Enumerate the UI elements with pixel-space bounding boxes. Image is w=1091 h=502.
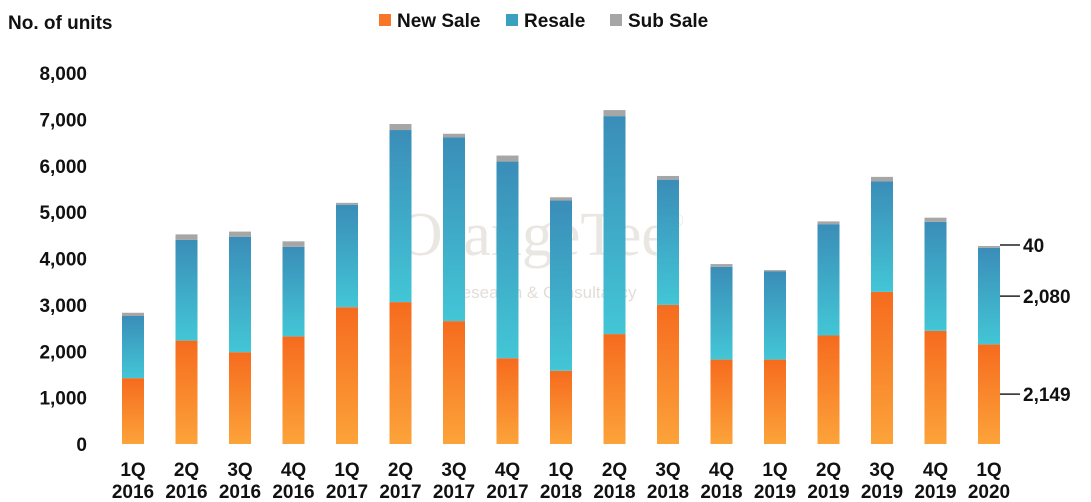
y-axis-title: No. of units <box>8 13 112 34</box>
bar-segment-new-sale <box>657 304 679 444</box>
y-tick-label: 7,000 <box>39 110 87 131</box>
bar-segment-new-sale <box>603 334 626 444</box>
bar-segment-sub-sale <box>122 312 144 317</box>
bar-segment-new-sale <box>229 352 251 444</box>
x-tick-label: 4Q 2019 <box>914 460 956 502</box>
bar-segment-new-sale <box>978 344 1000 444</box>
y-axis-ticks: 0 1,000 2,000 3,000 4,000 5,000 6,000 7,000 8,00… <box>39 64 87 456</box>
legend-label-resale: Resale <box>524 11 585 32</box>
y-tick-label: 8,000 <box>39 64 87 85</box>
x-tick-label: 1Q 2016 <box>112 460 154 502</box>
bar-segment-new-sale <box>282 336 305 444</box>
x-tick-label: 4Q 2017 <box>486 460 528 502</box>
x-tick-label: 3Q 2018 <box>647 460 689 502</box>
x-tick-label: 3Q 2016 <box>219 460 261 502</box>
bar-segment-sub-sale <box>764 270 786 272</box>
bar-segment-resale <box>229 236 251 353</box>
bar-segment-resale <box>175 239 198 341</box>
x-tick-label: 3Q 2019 <box>861 460 903 502</box>
x-tick-label: 3Q 2017 <box>433 460 475 502</box>
bar-segment-resale <box>871 181 893 292</box>
bar-segment-new-sale <box>550 370 572 444</box>
legend-swatch-sub-sale <box>610 14 622 26</box>
annotation-label: 2,149 <box>1023 385 1071 406</box>
x-tick-label: 1Q 2020 <box>968 460 1010 502</box>
x-tick-label: 1Q 2018 <box>540 460 582 502</box>
x-tick-label: 2Q 2017 <box>379 460 421 502</box>
watermark: OrangeTee® Research & Consultancy <box>398 201 684 302</box>
bar-segment-new-sale <box>764 359 786 444</box>
y-tick-label: 6,000 <box>39 157 87 178</box>
bar-segment-sub-sale <box>496 155 519 162</box>
legend-swatch-new-sale <box>379 14 391 26</box>
bar-segment-new-sale <box>443 321 465 444</box>
bar-segment-resale <box>336 204 358 308</box>
y-tick-label: 4,000 <box>39 250 87 271</box>
x-tick-label: 2Q 2019 <box>807 460 849 502</box>
y-tick-label: 1,000 <box>39 389 87 410</box>
watermark-subtitle: Research & Consultancy <box>449 283 637 302</box>
bar-segment-resale <box>443 137 465 322</box>
bar-segment-new-sale <box>710 359 733 444</box>
bar-segment-resale <box>710 266 733 360</box>
svg-text:OrangeTee®: OrangeTee® <box>398 201 684 269</box>
bar-segment-sub-sale <box>924 217 947 222</box>
legend-label-new-sale: New Sale <box>397 11 480 32</box>
bar-segment-sub-sale <box>978 246 1000 248</box>
legend: New Sale Resale Sub Sale <box>379 11 708 32</box>
annotation-label: 40 <box>1023 236 1044 257</box>
legend-swatch-resale <box>506 14 518 26</box>
y-tick-label: 2,000 <box>39 342 87 363</box>
x-tick-label: 1Q 2017 <box>326 460 368 502</box>
bar-segment-resale <box>603 116 626 335</box>
bar-segment-sub-sale <box>871 176 893 182</box>
x-tick-label: 1Q 2019 <box>754 460 796 502</box>
annotations: 40 2,080 2,149 <box>1000 236 1071 406</box>
bar-segment-sub-sale <box>282 241 305 247</box>
x-tick-label: 4Q 2018 <box>700 460 742 502</box>
x-tick-label: 4Q 2016 <box>272 460 314 502</box>
watermark-logo-text: OrangeTee <box>398 201 669 269</box>
bar-segment-sub-sale <box>603 110 626 117</box>
bars <box>122 110 1000 444</box>
bar-segment-resale <box>657 179 679 305</box>
bar-segment-resale <box>389 130 412 303</box>
bar-segment-resale <box>496 161 519 359</box>
bar-segment-sub-sale <box>336 202 358 205</box>
bar-segment-new-sale <box>924 330 947 444</box>
bar-segment-sub-sale <box>817 221 840 225</box>
legend-label-sub-sale: Sub Sale <box>628 11 708 32</box>
bar-segment-sub-sale <box>550 197 572 201</box>
y-tick-label: 0 <box>76 435 87 456</box>
bar-segment-new-sale <box>336 307 358 444</box>
y-tick-label: 5,000 <box>39 203 87 224</box>
bar-segment-resale <box>764 271 786 360</box>
bar-segment-new-sale <box>817 335 840 444</box>
bar-segment-resale <box>550 200 572 371</box>
x-tick-label: 2Q 2018 <box>593 460 635 502</box>
bar-segment-sub-sale <box>175 234 198 240</box>
bar-segment-resale <box>978 247 1000 345</box>
bar-segment-sub-sale <box>229 231 251 237</box>
x-tick-label: 2Q 2016 <box>165 460 207 502</box>
bar-segment-sub-sale <box>389 124 412 131</box>
bar-segment-new-sale <box>871 291 893 444</box>
annotation-label: 2,080 <box>1023 287 1071 308</box>
bar-segment-new-sale <box>122 378 144 444</box>
bar-segment-resale <box>817 224 840 336</box>
bar-segment-resale <box>122 316 144 379</box>
y-tick-label: 3,000 <box>39 296 87 317</box>
bar-segment-sub-sale <box>710 264 733 267</box>
bar-segment-sub-sale <box>657 175 679 180</box>
bar-segment-resale <box>282 246 305 337</box>
bar-segment-new-sale <box>496 358 519 444</box>
x-axis-labels: 1Q 2016 2Q 2016 3Q 2016 4Q 2016 1Q 2017 2Q 2017 3Q 20… <box>112 460 1010 502</box>
bar-segment-resale <box>924 221 947 331</box>
bar-segment-sub-sale <box>443 133 465 138</box>
bar-segment-new-sale <box>175 340 198 444</box>
bar-segment-new-sale <box>389 302 412 444</box>
